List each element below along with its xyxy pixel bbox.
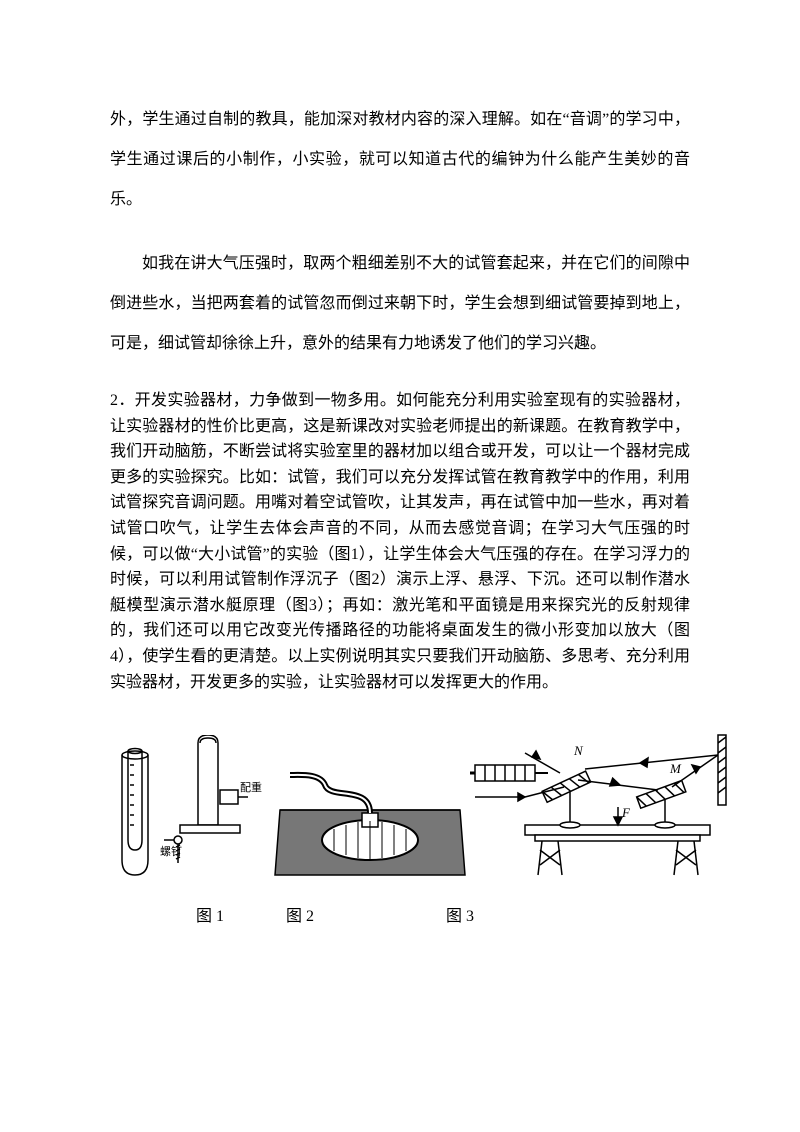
caption-2: 图 2: [270, 905, 330, 929]
caption-row: 图 1 图 2 图 3: [110, 905, 690, 929]
diagram-row: 螺钉 配重: [110, 735, 690, 885]
figure-2: 螺钉 配重: [160, 735, 270, 885]
paragraph-2: 如我在讲大气压强时，取两个粗细差别不大的试管套起来，并在它们的间隙中倒进些水，当…: [110, 244, 690, 364]
paragraph-3: 2．开发实验器材，力争做到一物多用。如何能充分利用实验室现有的实验器材，让实验器…: [110, 388, 690, 695]
figure-4: N M F: [470, 725, 730, 885]
label-screw: 螺钉: [160, 845, 182, 858]
label-weight: 配重: [240, 780, 262, 794]
caption-1: 图 1: [180, 905, 240, 929]
label-n: N: [573, 743, 584, 758]
label-f: F: [621, 805, 631, 820]
figure-1: [110, 745, 160, 885]
paragraph-1: 外，学生通过自制的教具，能加深对教材内容的深入理解。如在“音调”的学习中，学生通…: [110, 100, 690, 220]
caption-3: 图 3: [430, 905, 490, 929]
label-m: M: [669, 761, 682, 776]
figure-3: [270, 755, 470, 885]
